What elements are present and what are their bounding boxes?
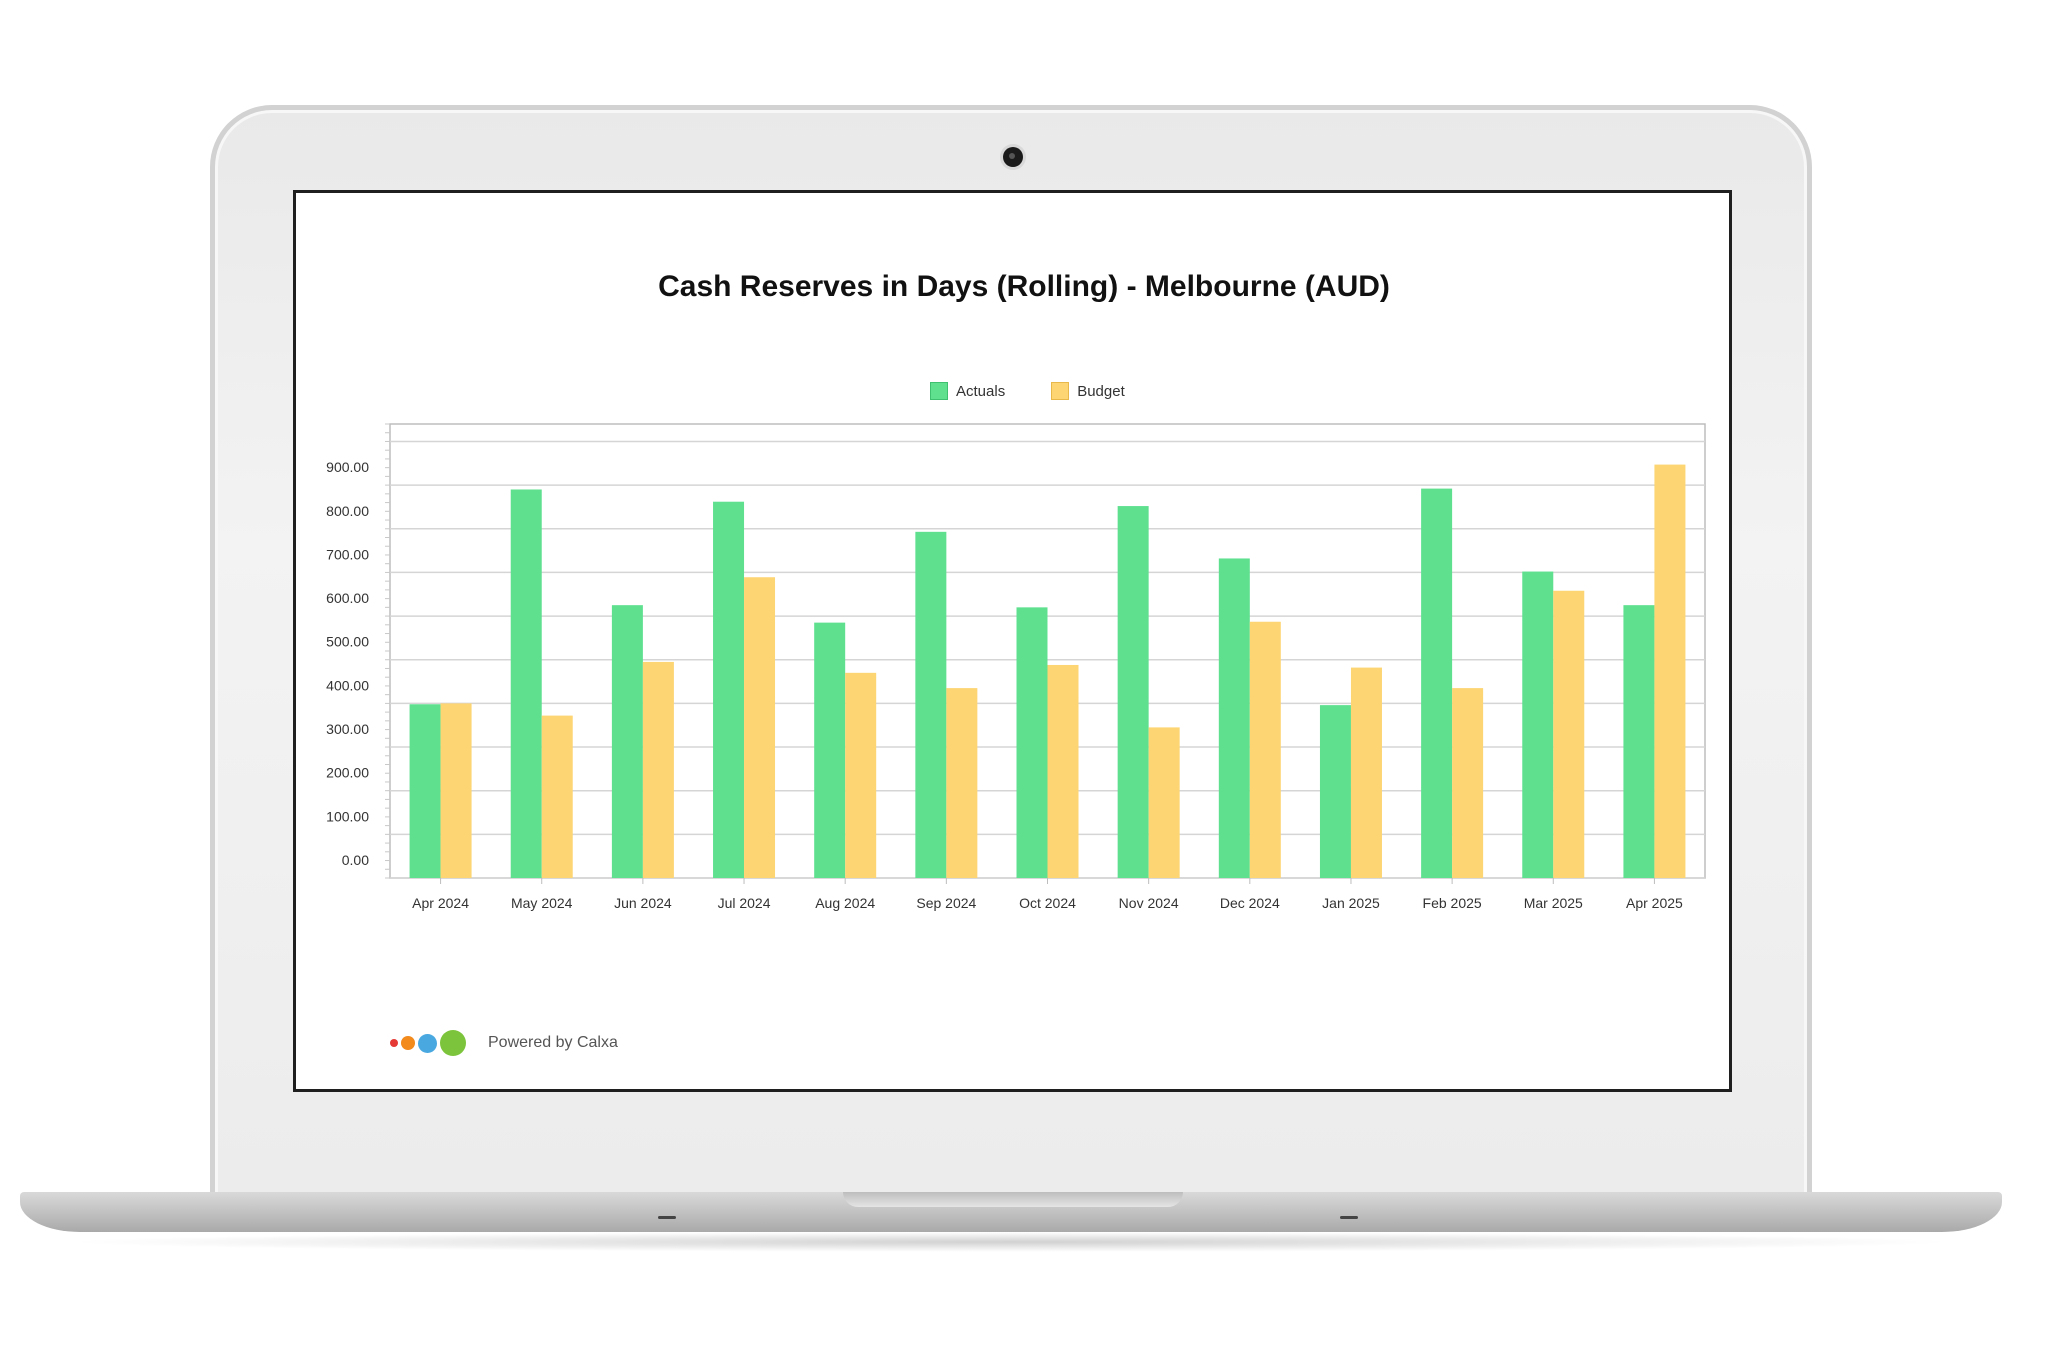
y-tick-label: 300.00 [326, 721, 369, 737]
legend-item-budget[interactable]: Budget [1051, 382, 1125, 400]
x-tick-label: Sep 2024 [916, 895, 976, 911]
bar-budget [1553, 590, 1585, 878]
calxa-logo [390, 1030, 466, 1056]
x-tick-label: Apr 2024 [412, 895, 469, 911]
bar-actuals [1117, 506, 1149, 878]
bar-actuals [409, 704, 441, 878]
logo-dot-green [440, 1030, 466, 1056]
x-tick-label: Oct 2024 [1019, 895, 1076, 911]
bar-budget [440, 703, 472, 878]
logo-dot-orange [401, 1036, 415, 1050]
bar-budget [1350, 667, 1382, 878]
bar-actuals [1522, 571, 1554, 878]
bar-actuals [814, 622, 846, 878]
bar-budget [642, 661, 674, 878]
bar-budget [1452, 688, 1484, 878]
powered-by-text: Powered by Calxa [488, 1034, 618, 1051]
bar-actuals [1319, 705, 1351, 878]
y-tick-label: 500.00 [326, 634, 369, 650]
y-tick-label: 800.00 [326, 503, 369, 519]
laptop-foot-right [1340, 1216, 1358, 1219]
bar-actuals [1218, 558, 1250, 878]
x-tick-label: Mar 2025 [1524, 895, 1583, 911]
y-tick-label: 100.00 [326, 808, 369, 824]
bar-actuals [1016, 607, 1048, 878]
chart-legend: Actuals Budget [930, 382, 1125, 400]
legend-label-budget: Budget [1077, 382, 1125, 400]
logo-dot-red [390, 1039, 398, 1047]
laptop-base-notch [843, 1192, 1183, 1207]
legend-item-actuals[interactable]: Actuals [930, 382, 1005, 400]
y-tick-label: 400.00 [326, 677, 369, 693]
bar-actuals [915, 531, 947, 878]
laptop-shadow [60, 1232, 1960, 1252]
bar-budget [946, 688, 978, 878]
x-tick-label: Dec 2024 [1220, 895, 1280, 911]
laptop-foot-left [658, 1216, 676, 1219]
x-tick-label: Jan 2025 [1322, 895, 1380, 911]
bar-budget [1148, 727, 1180, 878]
x-tick-label: Aug 2024 [815, 895, 875, 911]
bar-actuals [1421, 488, 1453, 878]
bar-budget [1654, 464, 1686, 878]
bar-budget [1047, 664, 1079, 878]
bar-actuals [611, 605, 643, 878]
legend-swatch-actuals [930, 382, 948, 400]
y-tick-label: 600.00 [326, 590, 369, 606]
y-tick-label: 200.00 [326, 765, 369, 781]
y-tick-label: 0.00 [342, 852, 369, 868]
x-tick-label: Apr 2025 [1626, 895, 1683, 911]
bar-budget [845, 672, 877, 878]
powered-by-footer: Powered by Calxa [390, 1030, 618, 1056]
bar-actuals [510, 489, 542, 878]
x-tick-label: Jun 2024 [614, 895, 672, 911]
bar-actuals [1623, 605, 1655, 878]
x-tick-label: Jul 2024 [718, 895, 771, 911]
y-tick-label: 700.00 [326, 546, 369, 562]
bar-budget [541, 715, 573, 878]
bar-actuals [713, 501, 745, 878]
x-tick-label: Feb 2025 [1423, 895, 1482, 911]
legend-swatch-budget [1051, 382, 1070, 400]
chart-title: Cash Reserves in Days (Rolling) - Melbou… [658, 270, 1390, 303]
bar-budget [1249, 621, 1281, 878]
x-tick-label: Nov 2024 [1119, 895, 1179, 911]
webcam-icon [1003, 147, 1023, 167]
bar-budget [744, 577, 776, 878]
y-tick-label: 900.00 [326, 459, 369, 475]
legend-label-actuals: Actuals [956, 382, 1006, 400]
logo-dot-blue [418, 1033, 437, 1053]
x-tick-label: May 2024 [511, 895, 573, 911]
